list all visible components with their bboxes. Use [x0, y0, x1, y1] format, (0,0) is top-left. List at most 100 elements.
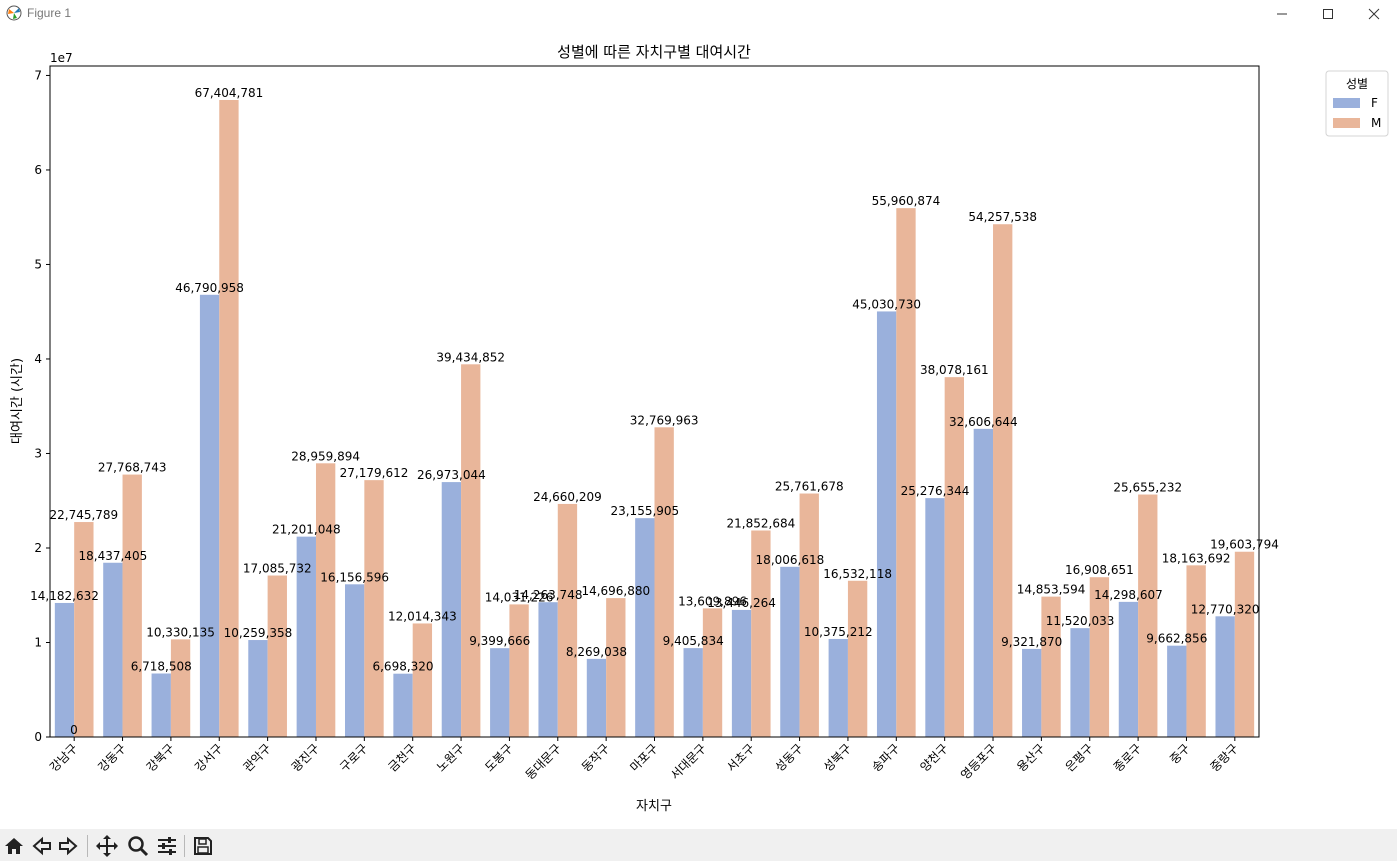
y-tick-label: 7 — [34, 68, 42, 82]
bar-value-label: 14,696,880 — [581, 584, 650, 598]
minimize-button[interactable] — [1259, 0, 1305, 28]
bar-value-label: 16,156,596 — [320, 570, 389, 584]
configure-subplots-button[interactable] — [154, 833, 180, 859]
window-title: Figure 1 — [27, 6, 72, 20]
bar-value-label: 14,263,748 — [514, 588, 583, 602]
bar-m — [412, 623, 433, 737]
bar-value-label: 23,155,905 — [610, 504, 679, 518]
x-tick-label: 광진구 — [289, 741, 322, 774]
bar-value-label: 10,375,212 — [804, 625, 873, 639]
bar-f — [586, 658, 607, 737]
x-tick-label: 은평구 — [1063, 741, 1096, 774]
bar-f — [345, 584, 365, 737]
maximize-button[interactable] — [1305, 0, 1351, 28]
x-tick-label: 양천구 — [917, 741, 951, 775]
maximize-icon — [1323, 9, 1333, 19]
bar-value-label: 21,852,684 — [727, 516, 796, 530]
bar-f — [490, 648, 510, 737]
x-tick-label: 동대문구 — [523, 741, 564, 782]
y-tick-label: 2 — [34, 541, 42, 555]
bar-value-label: 10,330,135 — [146, 625, 215, 639]
x-tick-label: 성북구 — [821, 741, 854, 774]
bar-f — [538, 602, 558, 737]
zoom-button[interactable] — [125, 833, 151, 859]
y-tick-label: 6 — [34, 163, 42, 177]
bar-value-label: 10,259,358 — [224, 626, 293, 640]
bar-value-label: 9,399,666 — [469, 634, 530, 648]
bar-m — [364, 480, 384, 737]
bar-m — [122, 474, 142, 737]
pan-button[interactable] — [94, 833, 120, 859]
bar-m — [509, 604, 529, 737]
bar-value-label: 27,768,743 — [98, 461, 167, 475]
legend-swatch-f — [1333, 98, 1360, 108]
legend-label-m: M — [1371, 116, 1381, 130]
y-tick-label: 1 — [34, 635, 42, 649]
forward-button[interactable] — [55, 833, 81, 859]
x-tick-label: 용산구 — [1014, 741, 1047, 774]
bar-value-label: 12,770,320 — [1191, 602, 1260, 616]
bar-m — [944, 377, 964, 737]
bar-value-label: 8,269,038 — [566, 645, 627, 659]
matplotlib-app-icon — [6, 5, 22, 21]
x-tick-label: 구로구 — [337, 741, 370, 774]
x-tick-label: 서초구 — [724, 741, 757, 774]
bar-value-label: 6,718,508 — [131, 660, 192, 674]
legend-swatch-m — [1333, 118, 1360, 128]
bar-m — [315, 463, 336, 737]
bars-layer — [54, 99, 1255, 738]
bar-m — [993, 224, 1013, 738]
toolbar-separator — [87, 835, 88, 857]
close-icon — [1368, 8, 1380, 20]
x-tick-label: 강북구 — [144, 741, 177, 774]
close-button[interactable] — [1351, 0, 1397, 28]
bar-f — [683, 648, 703, 737]
y-tick-label: 4 — [34, 352, 42, 366]
bar-value-label: 18,163,692 — [1162, 551, 1231, 565]
bar-f — [1167, 645, 1187, 737]
x-tick-label: 송파구 — [869, 741, 902, 774]
pan-icon — [96, 835, 118, 857]
figure-canvas: 14,182,632 22,745,789 18,437,405 27,768,743… — [0, 28, 1397, 829]
bar-m — [702, 608, 723, 737]
bar-value-label: 12,014,343 — [388, 609, 457, 623]
save-button[interactable] — [190, 833, 216, 859]
bar-m — [1234, 551, 1255, 737]
save-icon — [194, 837, 212, 855]
bar-m — [751, 530, 771, 737]
x-tick-label: 관악구 — [240, 741, 273, 774]
bar-value-label: 9,405,834 — [663, 634, 724, 648]
bar-value-label: 38,078,161 — [920, 363, 989, 377]
bar-m — [1138, 494, 1158, 737]
bar-value-label: 32,769,963 — [630, 413, 699, 427]
bar-value-label: 25,655,232 — [1113, 481, 1182, 495]
x-tick-label: 금천구 — [385, 741, 419, 775]
bar-value-label: 9,662,856 — [1146, 632, 1207, 646]
bar-f — [441, 482, 462, 737]
bar-m — [170, 639, 191, 737]
bar-m — [606, 598, 626, 737]
x-tick-label: 중랑구 — [1208, 741, 1241, 774]
x-tick-label: 중구 — [1167, 741, 1193, 767]
legend-title: 성별 — [1346, 77, 1368, 91]
bar-value-label: 46,790,958 — [175, 281, 244, 295]
bar-m — [896, 208, 916, 737]
x-axis-label: 자치구 — [636, 799, 672, 814]
bar-value-label: 14,298,607 — [1094, 588, 1163, 602]
bar-value-label: 22,745,789 — [49, 508, 118, 522]
bar-m — [1089, 577, 1110, 737]
x-tick-label: 영등포구 — [958, 741, 999, 782]
back-button[interactable] — [29, 833, 55, 859]
x-tick-label: 마포구 — [627, 741, 660, 774]
zero-annotation: 0 — [70, 723, 78, 737]
bar-value-label: 16,532,118 — [823, 567, 892, 581]
bar-value-label: 28,959,894 — [291, 449, 360, 463]
y-tick-label: 0 — [34, 730, 42, 744]
bar-f — [199, 294, 220, 737]
bar-f — [151, 673, 171, 737]
navigation-toolbar — [0, 829, 1397, 861]
bar-m — [1186, 565, 1206, 737]
bar-f — [103, 562, 123, 737]
x-axis: 강남구 강동구 강북구 강서구 관악구 광진구 구로구 금천구 노원구 도봉구 동대문구 동작구 마포구… — [47, 737, 1241, 782]
home-button[interactable] — [1, 833, 27, 859]
